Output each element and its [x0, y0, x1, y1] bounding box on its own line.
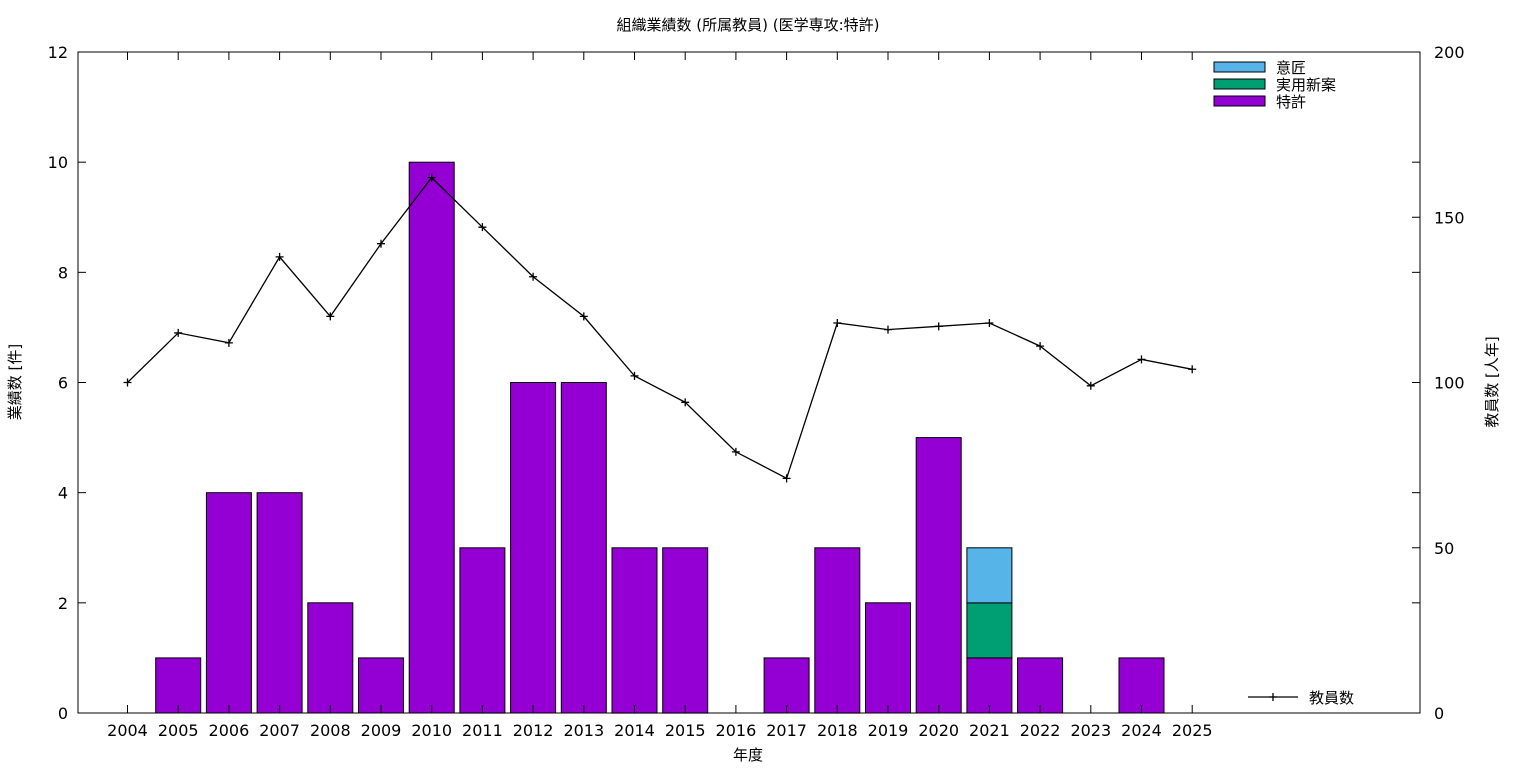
point-2015 — [681, 398, 690, 407]
point-2012 — [529, 272, 538, 281]
point-2021 — [985, 319, 994, 328]
point-2022 — [1036, 342, 1045, 351]
x-tick-label-2009: 2009 — [361, 721, 402, 740]
chart-title: 組織業績数 (所属教員) (医学専攻:特許) — [617, 16, 880, 34]
y-tick-label: 6 — [58, 374, 68, 393]
y-tick-label: 4 — [58, 484, 68, 503]
bar-2022-s0 — [1017, 657, 1064, 714]
point-2010 — [427, 173, 436, 182]
y-axis-label: 業績数 [件] — [6, 344, 24, 420]
y2-tick-label: 0 — [1434, 704, 1444, 723]
x-tick-label-2016: 2016 — [716, 721, 757, 740]
x-tick-label-2017: 2017 — [766, 721, 807, 740]
bar-2011-s0 — [459, 547, 506, 714]
point-2013 — [579, 312, 588, 321]
x-tick-label-2004: 2004 — [107, 721, 148, 740]
point-2025 — [1188, 365, 1197, 374]
bar-2015-s0 — [662, 547, 709, 714]
bar-2005-s0 — [155, 657, 202, 714]
line-layer — [123, 173, 1197, 483]
legend-label-2: 特許 — [1276, 93, 1306, 111]
point-2020 — [934, 322, 943, 331]
x-tick-label-2021: 2021 — [969, 721, 1010, 740]
x-tick-label-2011: 2011 — [462, 721, 503, 740]
bar-2010-s0 — [408, 161, 455, 714]
legend-swatch-2 — [1213, 95, 1266, 107]
x-tick-label-2008: 2008 — [310, 721, 351, 740]
bar-2013-s0 — [560, 382, 607, 714]
point-2006 — [224, 338, 233, 347]
legend-line-marker — [1269, 693, 1277, 701]
x-tick-label-2007: 2007 — [259, 721, 300, 740]
x-tick-label-2005: 2005 — [158, 721, 199, 740]
x-tick-label-2010: 2010 — [411, 721, 452, 740]
bars-layer — [155, 161, 1165, 714]
point-2005 — [174, 328, 183, 337]
x-tick-label-2012: 2012 — [513, 721, 554, 740]
bar-2017-s0 — [763, 657, 810, 714]
y-tick-label: 10 — [48, 153, 68, 172]
x-tick-label-2025: 2025 — [1172, 721, 1213, 740]
legend-line-label: 教員数 — [1309, 689, 1354, 707]
legend-label-1: 実用新案 — [1276, 76, 1336, 94]
x-tick-label-2022: 2022 — [1020, 721, 1061, 740]
point-2009 — [377, 239, 385, 248]
x-tick-label-2019: 2019 — [868, 721, 909, 740]
bar-2021-s1 — [966, 602, 1013, 659]
point-2017 — [782, 474, 791, 483]
x-tick-label-2020: 2020 — [918, 721, 959, 740]
x-axis-label: 年度 — [733, 746, 763, 764]
x-tick-label-2018: 2018 — [817, 721, 858, 740]
bar-2014-s0 — [611, 547, 658, 714]
x-tick-label-2015: 2015 — [665, 721, 706, 740]
y-tick-label: 8 — [58, 263, 68, 282]
line-faculty-count — [127, 176, 1193, 480]
x-tick-label-2014: 2014 — [614, 721, 655, 740]
legend-label-0: 意匠 — [1276, 59, 1306, 77]
y2-axis-label: 教員数 [人年] — [1483, 336, 1501, 427]
point-2019 — [884, 325, 892, 334]
point-2018 — [833, 319, 842, 328]
point-2011 — [478, 223, 487, 232]
point-2008 — [326, 312, 335, 321]
bar-2009-s0 — [358, 657, 404, 714]
point-2007 — [275, 252, 284, 261]
x-tick-label-2013: 2013 — [563, 721, 604, 740]
x-tick-label-2023: 2023 — [1070, 721, 1111, 740]
bar-2024-s0 — [1118, 657, 1165, 714]
point-2014 — [630, 371, 639, 380]
y-tick-label: 0 — [58, 704, 68, 723]
bar-2020-s0 — [915, 437, 962, 714]
y2-tick-label: 50 — [1434, 539, 1454, 558]
point-2016 — [731, 447, 740, 456]
bar-2007-s0 — [256, 492, 303, 714]
y2-tick-label: 200 — [1434, 43, 1465, 62]
y-tick-label: 2 — [58, 594, 68, 613]
y-tick-label: 12 — [48, 43, 68, 62]
x-tick-label-2006: 2006 — [209, 721, 250, 740]
axes-layer: 0 2 4 6 8 10 12 0 50 100 150 200 2004 2005 2006 2007 200… — [48, 43, 1465, 740]
y2-tick-label: 100 — [1434, 374, 1465, 393]
bar-2006-s0 — [205, 492, 252, 714]
point-2004 — [123, 378, 132, 387]
bar-2021-s2 — [966, 547, 1013, 604]
bar-2012-s0 — [510, 382, 557, 714]
legend-swatch-0 — [1213, 61, 1266, 73]
point-2024 — [1137, 355, 1146, 364]
bar-2019-s0 — [865, 602, 911, 714]
x-tick-label-2024: 2024 — [1121, 721, 1162, 740]
legend-swatch-1 — [1213, 78, 1266, 90]
bar-2021-s0 — [966, 657, 1013, 714]
point-2023 — [1086, 381, 1095, 390]
bar-2018-s0 — [814, 547, 861, 714]
bar-2008-s0 — [307, 602, 354, 714]
y2-tick-label: 150 — [1434, 208, 1465, 227]
